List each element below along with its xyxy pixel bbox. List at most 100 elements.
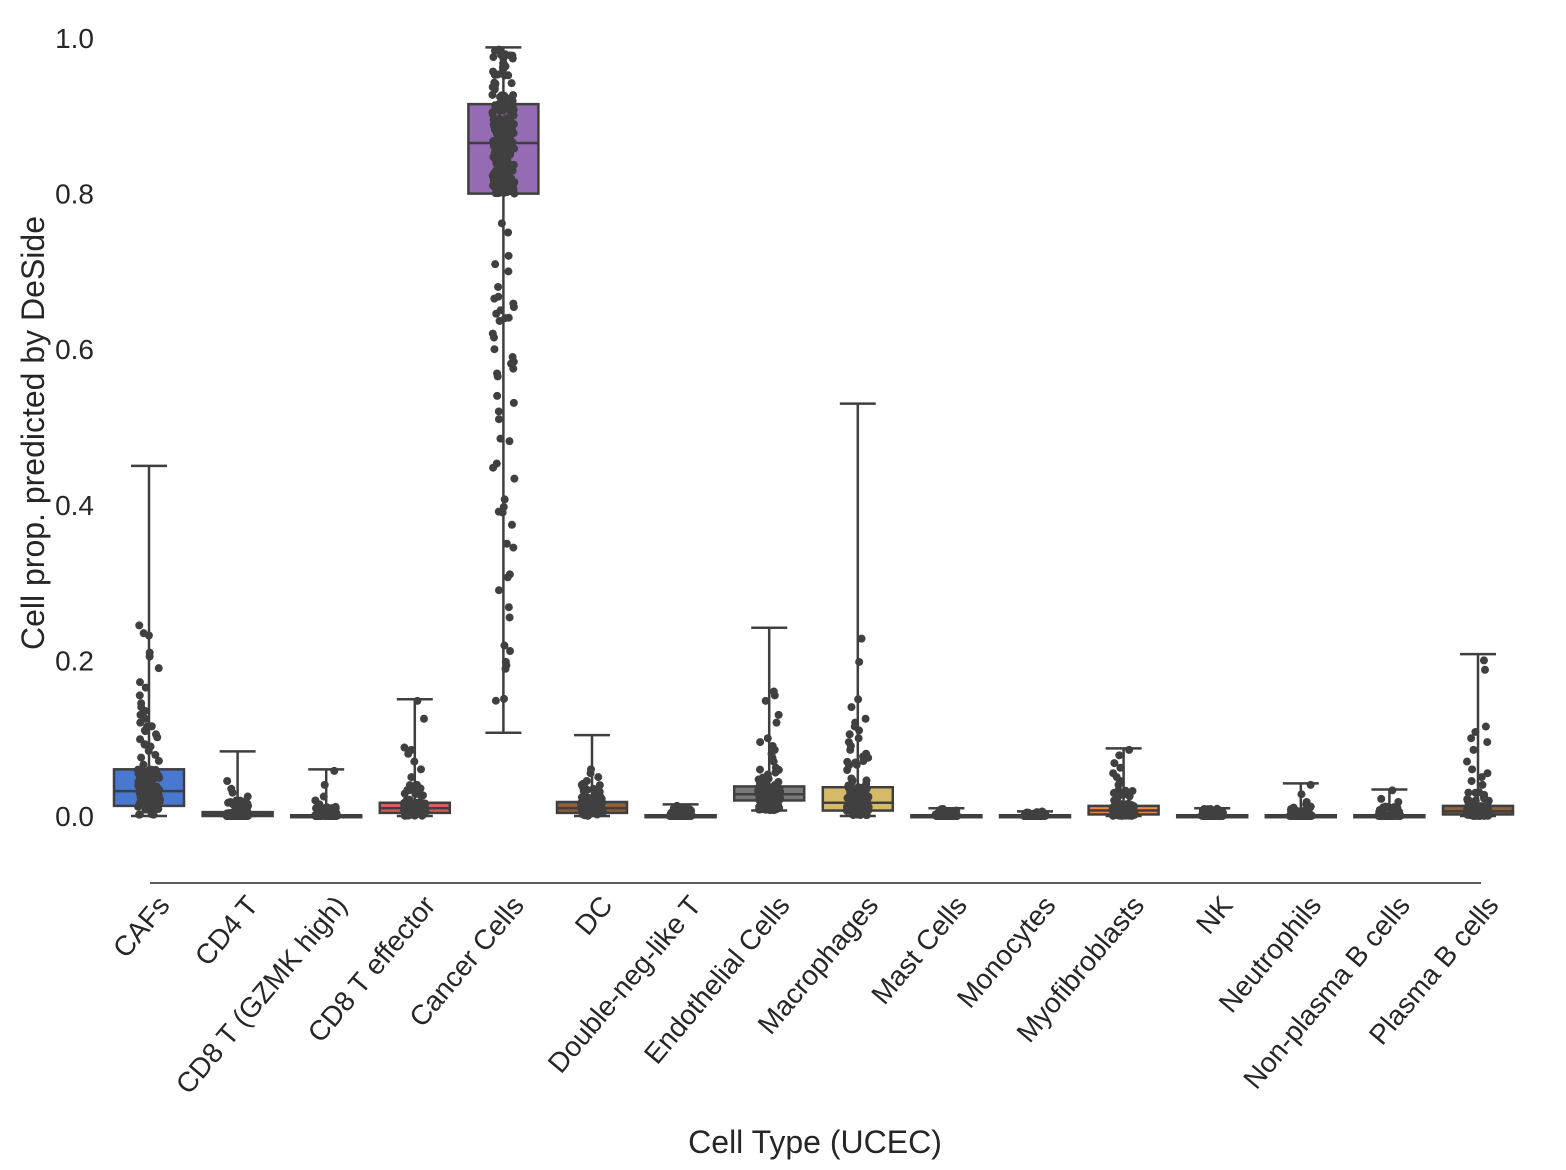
data-point	[1306, 780, 1315, 789]
data-point	[141, 683, 150, 692]
data-point	[413, 789, 422, 798]
data-point	[755, 765, 764, 774]
data-point	[501, 664, 510, 673]
box-group	[289, 766, 363, 820]
data-point	[135, 810, 144, 819]
data-point	[419, 714, 428, 723]
data-point	[1032, 808, 1041, 817]
data-point	[1483, 769, 1492, 778]
data-point	[489, 53, 498, 62]
data-point	[772, 804, 781, 813]
data-point	[1481, 722, 1490, 731]
data-point	[1112, 800, 1121, 809]
data-point	[228, 788, 237, 797]
data-point	[1476, 806, 1485, 815]
data-point	[1467, 734, 1476, 743]
x-tick-label: CAFs	[107, 890, 176, 964]
box-group	[467, 45, 540, 735]
data-point	[499, 130, 508, 139]
data-point	[154, 795, 163, 804]
data-point	[776, 795, 785, 804]
data-point	[494, 586, 503, 595]
data-point	[1468, 765, 1477, 774]
data-point	[580, 788, 589, 797]
data-point	[504, 251, 513, 260]
data-point	[509, 120, 518, 129]
data-point	[505, 613, 514, 622]
data-point	[151, 750, 160, 759]
data-point	[757, 805, 766, 814]
y-axis-title: Cell prop. predicted by DeSide	[15, 216, 51, 650]
data-point	[154, 756, 163, 765]
data-point	[507, 79, 516, 88]
data-point	[407, 773, 416, 782]
data-point	[855, 787, 864, 796]
data-point	[502, 539, 511, 548]
data-point	[1464, 795, 1473, 804]
data-point	[1464, 788, 1473, 797]
data-point	[1480, 794, 1489, 803]
data-point	[413, 696, 422, 705]
data-point	[1116, 763, 1125, 772]
data-point	[845, 730, 854, 739]
data-point	[148, 800, 157, 809]
data-point	[494, 407, 503, 416]
data-point	[772, 718, 781, 727]
data-point	[495, 174, 504, 183]
data-point	[1394, 797, 1403, 806]
data-point	[774, 710, 783, 719]
data-point	[226, 797, 235, 806]
box-group	[1087, 745, 1160, 820]
box-group	[112, 464, 186, 819]
data-point	[501, 158, 510, 167]
data-point	[319, 792, 328, 801]
data-point	[754, 775, 763, 784]
data-point	[1385, 812, 1394, 820]
data-point	[493, 391, 502, 400]
data-point	[862, 811, 871, 820]
data-point	[1377, 794, 1386, 803]
data-point	[669, 804, 678, 813]
data-point	[594, 773, 603, 782]
data-point	[772, 785, 781, 794]
data-point	[236, 808, 245, 817]
data-point	[496, 434, 505, 443]
data-point	[497, 219, 506, 228]
data-point	[502, 164, 511, 173]
data-point	[761, 696, 770, 705]
box-group	[998, 807, 1072, 820]
data-point	[771, 763, 780, 772]
x-tick-label: CD4 T	[189, 890, 264, 972]
data-point	[1475, 788, 1484, 797]
data-point	[505, 437, 514, 446]
data-point	[407, 784, 416, 793]
data-point	[670, 811, 679, 820]
data-point	[497, 91, 506, 100]
box-group	[732, 626, 806, 815]
data-point	[141, 800, 150, 809]
data-point	[504, 603, 513, 612]
data-point	[404, 749, 413, 758]
data-point	[1464, 808, 1473, 817]
data-point	[859, 793, 868, 802]
data-point	[509, 129, 518, 138]
data-point	[504, 267, 513, 276]
data-point	[331, 802, 340, 811]
data-point	[1297, 790, 1306, 799]
data-point	[499, 54, 508, 63]
data-point	[134, 781, 143, 790]
data-point	[137, 753, 146, 762]
data-point	[147, 768, 156, 777]
data-point	[1463, 757, 1472, 766]
data-point	[1471, 796, 1480, 805]
data-point	[1471, 727, 1480, 736]
data-point	[410, 757, 419, 766]
data-point	[243, 799, 252, 808]
box-group	[1353, 786, 1426, 820]
data-point	[314, 811, 323, 820]
box-group	[1264, 780, 1338, 820]
data-point	[1125, 745, 1134, 754]
data-point	[151, 730, 160, 739]
